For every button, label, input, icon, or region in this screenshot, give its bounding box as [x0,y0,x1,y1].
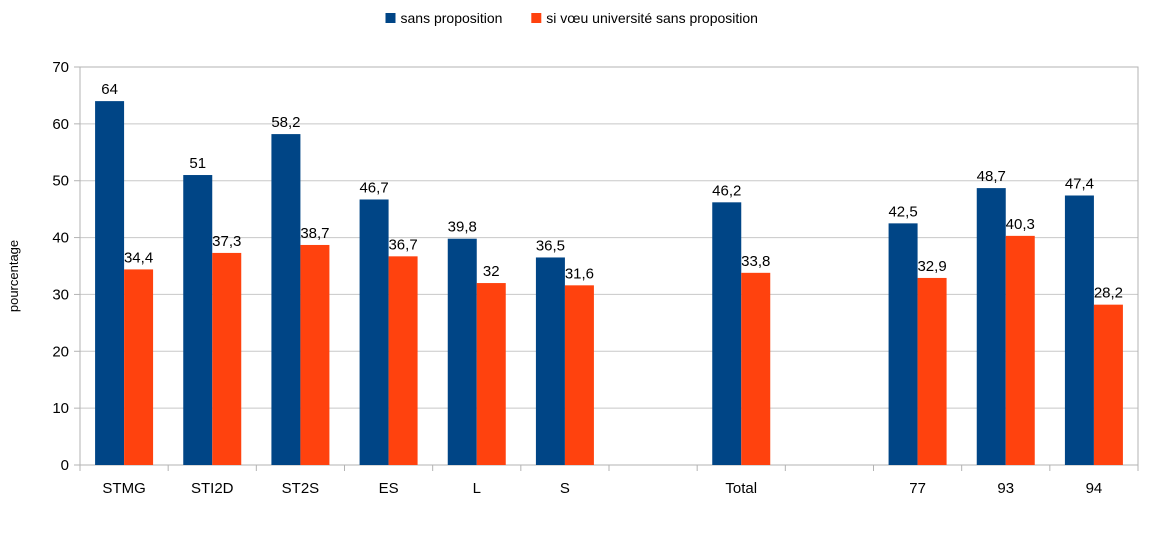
bar [564,285,594,465]
x-category-label: STI2D [191,480,234,497]
bar [741,272,771,465]
bar [712,202,742,465]
x-category-label: Total [725,480,757,497]
y-tick-label: 10 [52,400,69,417]
data-label: 58,2 [271,114,300,131]
data-label: 36,7 [388,236,417,253]
data-label: 31,6 [565,265,594,282]
data-label: 28,2 [1094,285,1123,302]
bar [476,283,506,465]
data-label: 34,4 [124,249,153,266]
data-label: 33,8 [741,253,770,270]
bar [535,257,565,465]
x-category-label: L [473,480,481,497]
data-label: 37,3 [212,233,241,250]
bar [388,256,418,465]
x-category-label: STMG [102,480,145,497]
data-label: 42,5 [888,203,917,220]
data-label: 40,3 [1006,216,1035,233]
x-category-label: 77 [909,480,926,497]
x-category-label: ST2S [282,480,320,497]
legend-label: si vœu université sans proposition [546,10,758,26]
y-tick-label: 50 [52,173,69,190]
data-label: 51 [189,155,206,172]
bar [183,175,213,465]
x-category-label: S [560,480,570,497]
bar [447,238,477,465]
bar [917,277,947,465]
y-tick-label: 40 [52,230,69,247]
plot-area: 0 10 20 30 40 50 60 70 STMG 64 34,4 STI2D 51 37,3 ST2S… [52,59,1139,497]
data-label: 64 [101,81,118,98]
legend-label: sans proposition [401,10,503,26]
bar [212,252,242,465]
data-label: 32 [483,263,500,280]
bar [1064,195,1094,466]
legend-swatch [385,13,396,23]
data-label: 47,4 [1065,175,1094,192]
data-label: 46,7 [359,179,388,196]
data-label: 32,9 [917,258,946,275]
data-label: 46,2 [712,182,741,199]
bar [359,199,389,465]
x-category-label: ES [379,480,399,497]
data-label: 36,5 [536,237,565,254]
bar [124,269,154,465]
legend: sans proposition si vœu université sans p… [385,10,758,26]
y-tick-label: 30 [52,286,69,303]
x-category-label: 94 [1086,480,1103,497]
y-tick-label: 60 [52,116,69,133]
bar [888,223,918,465]
y-tick-label: 0 [61,457,69,474]
bar [1005,235,1035,465]
x-category-label: 93 [997,480,1014,497]
bar [976,188,1006,465]
data-label: 39,8 [448,219,477,236]
y-tick-label: 70 [52,59,69,76]
bar [300,244,330,465]
bar [271,134,301,465]
bar [95,101,125,465]
data-label: 48,7 [977,168,1006,185]
data-label: 38,7 [300,225,329,242]
legend-swatch [531,13,542,23]
y-axis-label: pourcentage [6,240,21,312]
bar [1093,304,1123,465]
y-tick-label: 20 [52,343,69,360]
